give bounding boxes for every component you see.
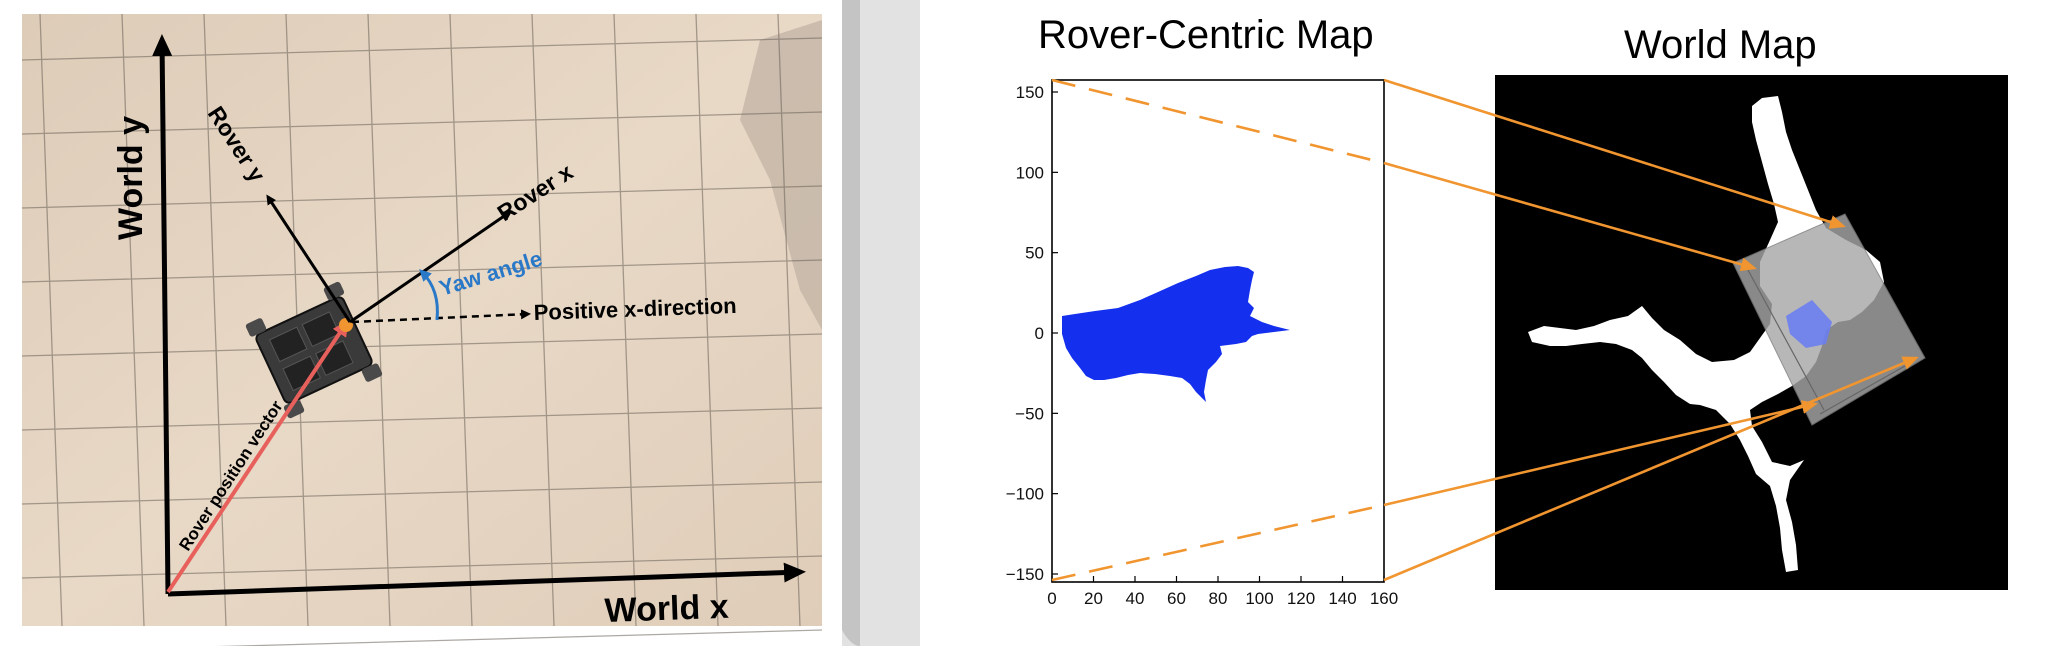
connector-top-left-dashed bbox=[1051, 78, 1385, 165]
rover-x-axis bbox=[349, 210, 513, 324]
y-tick-label: −150 bbox=[1006, 565, 1044, 584]
grid-line bbox=[39, 13, 63, 627]
rover-panel bbox=[268, 326, 308, 363]
grid-line bbox=[613, 13, 637, 627]
x-tick-label: 80 bbox=[1209, 589, 1228, 608]
connector-top-left bbox=[1383, 161, 1757, 272]
y-tick-label: −100 bbox=[1006, 485, 1044, 504]
world-x-axis bbox=[167, 562, 806, 597]
y-tick-label: 0 bbox=[1035, 324, 1044, 343]
grid-line bbox=[777, 13, 801, 627]
rover-wheel bbox=[361, 363, 383, 382]
world-navigable-map bbox=[1528, 96, 1884, 572]
rover-y-axis bbox=[266, 194, 352, 323]
x-tick-label: 40 bbox=[1126, 589, 1145, 608]
world-y-axis bbox=[152, 34, 173, 595]
divider-track bbox=[860, 0, 920, 646]
mapping-connectors bbox=[1051, 78, 1919, 582]
footprint-axis bbox=[1819, 361, 1913, 415]
rover-wheel bbox=[245, 318, 267, 337]
world-map bbox=[1495, 75, 2008, 590]
x-tick-label: 20 bbox=[1084, 589, 1103, 608]
x-tick-label: 160 bbox=[1370, 589, 1398, 608]
terrain-panel bbox=[21, 13, 883, 646]
rover-map-title: Rover-Centric Map bbox=[1038, 13, 1374, 57]
rover-map-plot: 0 20 40 60 80 100 120 140 160 150 100 50 0 −50 −100 −1… bbox=[1006, 79, 1398, 608]
world-y-label: World y bbox=[112, 116, 150, 240]
grid-line bbox=[449, 13, 473, 627]
grid-line bbox=[21, 481, 823, 505]
grid-line bbox=[21, 333, 823, 357]
connector-top-right bbox=[1383, 78, 1846, 229]
grid-line bbox=[203, 13, 227, 627]
grid-line bbox=[216, 629, 823, 646]
grid-line bbox=[531, 13, 555, 627]
navigable-terrain-blob bbox=[1062, 266, 1290, 402]
grid-line bbox=[21, 185, 823, 209]
rover-position-vector bbox=[166, 319, 349, 594]
connector-bottom-left bbox=[1383, 400, 1818, 507]
grid-line bbox=[21, 555, 823, 579]
connector-bottom-right bbox=[1383, 356, 1919, 582]
terrain-grid bbox=[21, 13, 883, 646]
terrain-background bbox=[22, 14, 822, 626]
x-tick-label: 100 bbox=[1245, 589, 1273, 608]
rock-shadow bbox=[740, 20, 822, 330]
positive-x-direction-line bbox=[351, 309, 531, 324]
world-x-label: World x bbox=[604, 588, 729, 630]
x-tick-label: 60 bbox=[1167, 589, 1186, 608]
divider-corner bbox=[842, 630, 860, 646]
world-map-title: World Map bbox=[1624, 23, 1817, 67]
y-tick-label: 150 bbox=[1016, 83, 1044, 102]
grid-line bbox=[21, 111, 823, 135]
world-navigable-overlay bbox=[1786, 300, 1832, 348]
rover-wheel bbox=[323, 281, 345, 301]
x-tick-label: 120 bbox=[1287, 589, 1315, 608]
grid-line bbox=[21, 407, 823, 431]
y-tick-label: 100 bbox=[1016, 163, 1044, 182]
y-tick-label: 50 bbox=[1025, 244, 1044, 263]
x-tick-label: 0 bbox=[1047, 589, 1056, 608]
footprint-axis bbox=[1747, 269, 1825, 411]
panel-gap bbox=[822, 0, 842, 646]
rover-wheel bbox=[283, 399, 305, 419]
yaw-angle-arc bbox=[419, 269, 439, 321]
grid-line bbox=[121, 13, 145, 627]
connector-bottom-left-dashed bbox=[1051, 503, 1385, 582]
x-tick-label: 140 bbox=[1328, 589, 1356, 608]
grid-line bbox=[21, 37, 823, 61]
rover-map-x-ticks: 0 20 40 60 80 100 120 140 160 bbox=[1047, 576, 1398, 608]
y-tick-label: −50 bbox=[1015, 404, 1044, 423]
rover-map-y-ticks: 150 100 50 0 −50 −100 −150 bbox=[1006, 83, 1058, 584]
divider-bar bbox=[842, 0, 860, 646]
